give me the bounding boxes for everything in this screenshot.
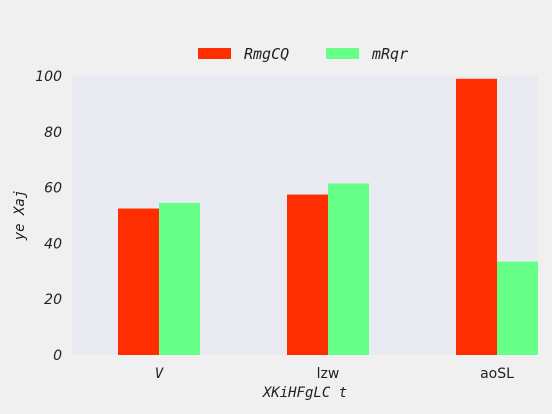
legend-label-mRqr: mRqr	[371, 45, 408, 63]
legend: RmgCQ mRqr	[198, 45, 408, 63]
bar-mRqr-aoSL	[497, 261, 538, 355]
y-axis-ticks: 0 20 40 60 80 100	[35, 69, 62, 364]
y-tick-label: 80	[44, 125, 62, 141]
legend-label-RmgCQ: RmgCQ	[244, 45, 289, 63]
legend-swatch-mRqr	[326, 48, 359, 59]
y-tick-label: 60	[44, 181, 62, 197]
y-axis-label: ye Xaj	[12, 190, 28, 242]
bar-RmgCQ-V	[118, 208, 159, 355]
y-tick-label: 100	[35, 69, 62, 85]
bar-mRqr-lzw	[328, 183, 369, 355]
x-tick-label: V	[155, 366, 165, 382]
bar-RmgCQ-aoSL	[456, 78, 497, 355]
x-axis-label: XKiHFgLC t	[262, 385, 347, 401]
x-tick-label: aoSL	[480, 366, 514, 382]
y-tick-label: 40	[44, 236, 62, 252]
y-tick-label: 20	[44, 292, 62, 308]
bar-mRqr-V	[159, 202, 200, 355]
bars-group	[118, 78, 538, 355]
x-tick-label: lzw	[317, 366, 340, 382]
legend-swatch-RmgCQ	[198, 48, 231, 59]
bar-RmgCQ-lzw	[287, 194, 328, 355]
y-tick-label: 0	[53, 348, 62, 364]
